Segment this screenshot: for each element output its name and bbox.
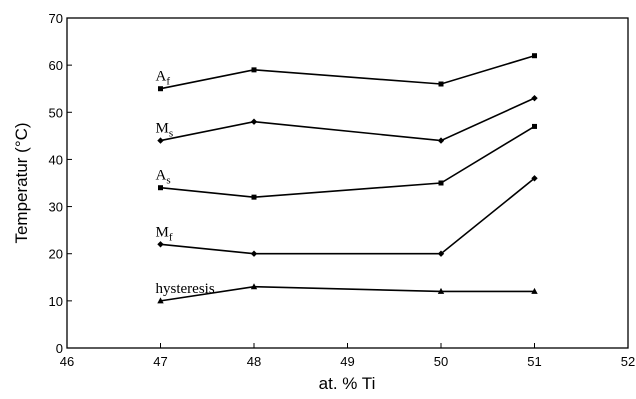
x-tick-label: 46: [60, 354, 74, 369]
data-point-hysteresis: [531, 287, 538, 294]
data-point-mf: [157, 241, 164, 248]
series-label-mf: Mf: [156, 224, 173, 243]
series-label-hysteresis: hysteresis: [156, 281, 215, 297]
series-label-main: A: [156, 69, 167, 85]
x-tick-label: 50: [434, 354, 448, 369]
axis-ticks: [66, 17, 629, 349]
data-point-as: [158, 185, 163, 191]
y-tick-label: 40: [49, 152, 63, 167]
x-tick-label: 52: [621, 354, 635, 369]
y-tick-label: 10: [49, 294, 63, 309]
y-tick-label: 0: [56, 341, 63, 356]
data-point-mf: [531, 175, 538, 182]
plot-frame: [66, 17, 629, 349]
series-label-as: As: [156, 168, 171, 187]
series-label-subscript: f: [166, 76, 170, 88]
data-point-ms: [250, 118, 258, 125]
data-point-af: [532, 53, 537, 59]
x-tick-label: 49: [340, 354, 354, 369]
data-point-hysteresis: [250, 283, 258, 290]
data-point-hysteresis: [157, 297, 164, 304]
series-line-hysteresis: [160, 285, 535, 302]
x-axis-title: at. % Ti: [319, 374, 376, 393]
series-label-main: M: [156, 121, 169, 137]
series-label-ms: Ms: [156, 121, 174, 140]
series-markers: [157, 53, 538, 304]
y-axis-title: Temperatur (°C): [12, 122, 31, 243]
series-label-main: A: [156, 168, 167, 184]
data-point-af: [158, 86, 163, 92]
data-point-mf: [250, 250, 258, 257]
series-label-af: Af: [156, 69, 171, 88]
series-line-ms: [160, 97, 535, 142]
series-label-main: hysteresis: [156, 281, 215, 297]
series-lines: [160, 54, 536, 302]
series-label-main: M: [156, 224, 169, 240]
y-tick-label: 60: [49, 58, 63, 73]
data-point-mf: [437, 250, 445, 257]
data-point-ms: [157, 137, 164, 144]
data-point-af: [251, 67, 257, 73]
data-point-as: [251, 194, 257, 200]
data-point-as: [438, 180, 444, 186]
data-point-af: [438, 81, 444, 87]
data-point-as: [532, 123, 537, 129]
x-tick-label: 47: [153, 354, 167, 369]
series-line-as: [160, 125, 535, 198]
y-tick-label: 30: [49, 200, 63, 215]
y-tick-label: 20: [49, 247, 63, 262]
series-line-mf: [160, 177, 536, 255]
x-tick-label: 48: [247, 354, 261, 369]
y-tick-label: 50: [49, 105, 63, 120]
data-point-ms: [437, 137, 445, 144]
data-point-hysteresis: [437, 287, 445, 294]
series-label-subscript: f: [169, 231, 173, 243]
data-point-ms: [531, 94, 538, 102]
x-tick-label: 51: [527, 354, 541, 369]
y-tick-label: 70: [49, 11, 63, 26]
series-label-subscript: s: [166, 175, 170, 187]
tick-labels: 46 47 48 49 50 51 52 0 10 20 30 40 50 60 70: [49, 11, 636, 369]
series-line-af: [160, 54, 535, 90]
series-label-subscript: s: [169, 128, 173, 140]
